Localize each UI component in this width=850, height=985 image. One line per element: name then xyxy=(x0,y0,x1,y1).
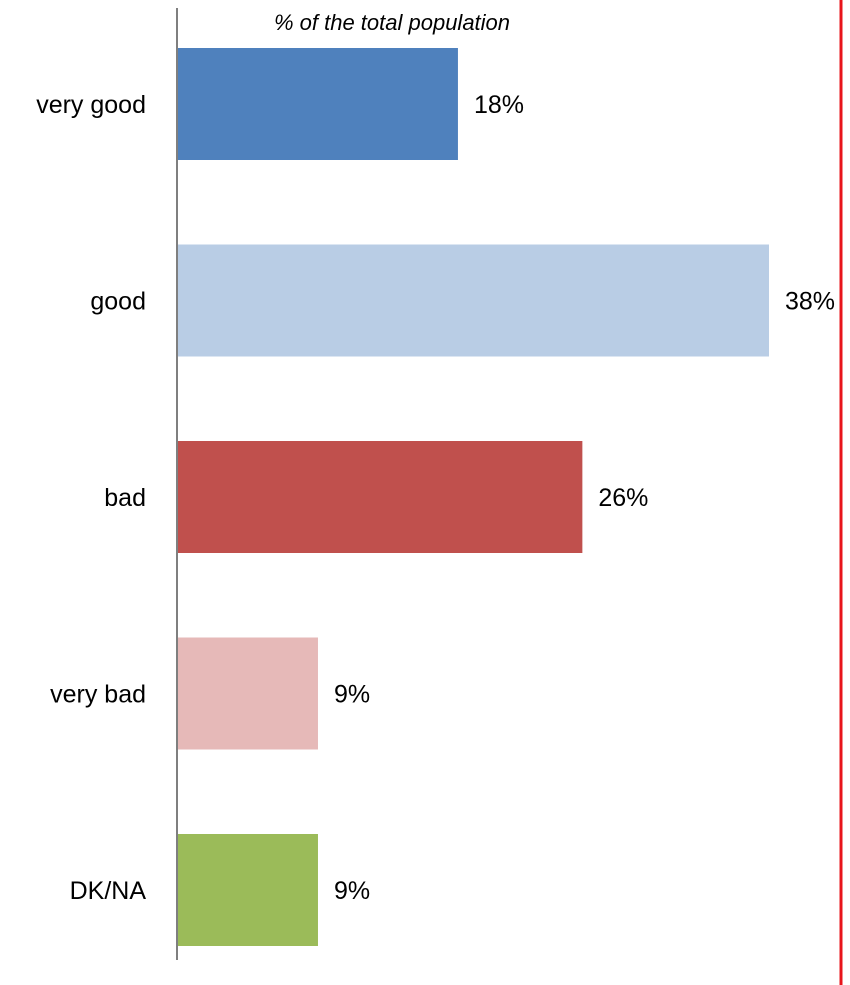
chart-title: % of the total population xyxy=(274,10,510,35)
bar-very-bad xyxy=(178,637,318,750)
category-label: very good xyxy=(36,91,146,119)
value-label: 38% xyxy=(785,288,835,316)
value-label: 9% xyxy=(334,877,370,905)
value-label: 9% xyxy=(334,681,370,709)
category-label: good xyxy=(90,288,146,316)
bars-layer xyxy=(178,48,769,946)
bar-very-good xyxy=(178,48,458,160)
category-label: DK/NA xyxy=(70,877,147,905)
value-label: 18% xyxy=(474,91,524,119)
category-label: very bad xyxy=(50,681,146,709)
value-label: 26% xyxy=(598,484,648,512)
bar-bad xyxy=(178,441,583,553)
bar-dk-na xyxy=(178,834,318,946)
bar-good xyxy=(178,244,769,357)
labels-layer: very good 18% good 38% bad 26% very bad 9% DK/NA… xyxy=(36,91,835,905)
category-label: bad xyxy=(104,484,146,512)
